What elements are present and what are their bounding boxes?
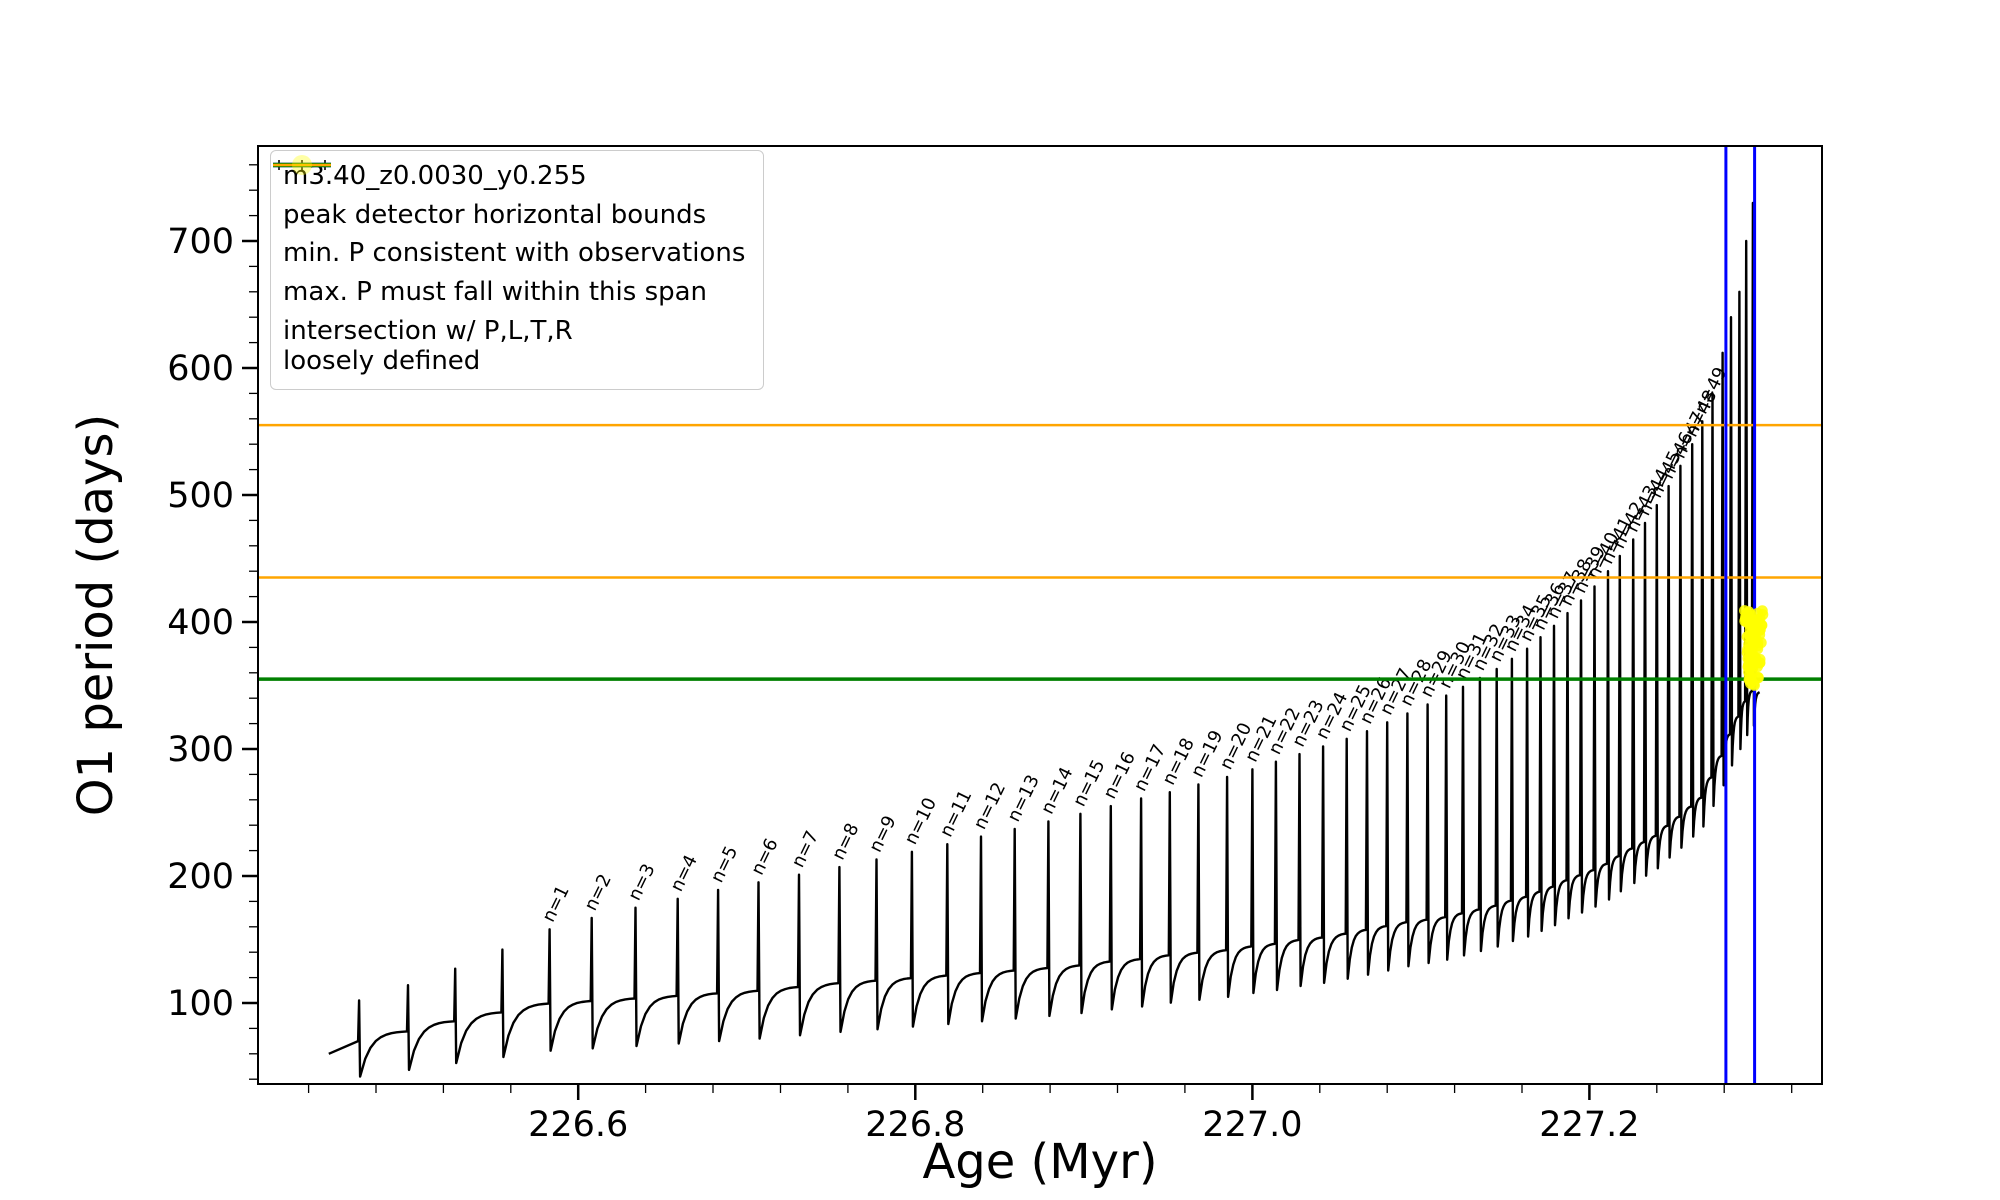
legend-label: peak detector horizontal bounds [283, 199, 707, 230]
spike-label: n=5 [707, 843, 743, 886]
intersection-dot [1756, 605, 1768, 617]
intersection-dot [1745, 675, 1757, 687]
y-tick-label: 100 [167, 984, 234, 1024]
x-tick-label: 226.6 [528, 1105, 628, 1145]
spike-label: n=11 [936, 787, 977, 841]
intersection-dot [1740, 611, 1752, 623]
intersection-dot [1754, 653, 1766, 665]
legend-row: min. P consistent with observations [273, 162, 746, 269]
spike-label: n=9 [865, 812, 901, 855]
intersection-dot [1744, 644, 1756, 656]
intersection-dot [1742, 653, 1754, 664]
legend-sample-line [273, 163, 331, 167]
x-axis-label: Age (Myr) [922, 1134, 1157, 1190]
y-axis-label: O1 period (days) [68, 414, 124, 817]
legend-label: m3.40_z0.0030_y0.255 [283, 161, 587, 191]
legend-row: peak detector horizontal bounds [273, 162, 745, 231]
spike-label: n=8 [828, 820, 864, 863]
x-tick-label: 226.8 [865, 1105, 965, 1145]
legend-row: intersection w/ P,L,T,R loosely defined [283, 155, 745, 377]
spike-label: n=12 [970, 779, 1011, 833]
legend-label: min. P consistent with observations [283, 238, 746, 269]
y-tick-label: 600 [167, 349, 234, 389]
legend-row: max. P must fall within this span [273, 163, 745, 308]
y-tick-label: 400 [167, 603, 234, 643]
spike-label: n=7 [788, 828, 824, 871]
x-ticks: 226.6 226.8 227.0 227.2 [307, 1084, 1793, 1145]
axes-spines [257, 145, 1823, 1085]
spike-label: n=14 [1037, 764, 1078, 818]
y-ticks: 100 200 300 400 500 600 700 [167, 164, 258, 1080]
legend-dot-icon [292, 155, 312, 175]
series-curve [328, 201, 1761, 1078]
spike-label: n=6 [747, 835, 783, 878]
intersection-dot [1744, 629, 1755, 641]
spike-label: n=1 [538, 882, 574, 925]
spike-label: n=13 [1003, 772, 1044, 826]
intersection-scatter [1739, 605, 1769, 691]
spike-label: n=3 [624, 861, 660, 904]
legend-sample-marker [292, 155, 312, 175]
spike-label: n=10 [901, 794, 942, 848]
y-tick-label: 700 [167, 222, 234, 262]
legend-label: intersection w/ P,L,T,R loosely defined [283, 315, 573, 377]
spike-label: n=2 [580, 871, 616, 914]
legend-row: m3.40_z0.0030_y0.255 [273, 160, 745, 192]
y-tick-label: 300 [167, 730, 234, 770]
y-tick-label: 200 [167, 857, 234, 897]
y-tick-label: 500 [167, 476, 234, 516]
intersection-dot [1752, 637, 1764, 648]
x-tick-label: 227.2 [1539, 1105, 1639, 1145]
legend-label: max. P must fall within this span [283, 277, 708, 308]
x-tick-label: 227.0 [1202, 1105, 1302, 1145]
spike-label: n=4 [666, 852, 702, 895]
intersection-dot [1756, 619, 1767, 631]
plot-root: n=1 n=2 n=3 n=4 n=5 n=6 n=7 n=8 n=9 n=10n=11n=12n… [167, 145, 1823, 1145]
